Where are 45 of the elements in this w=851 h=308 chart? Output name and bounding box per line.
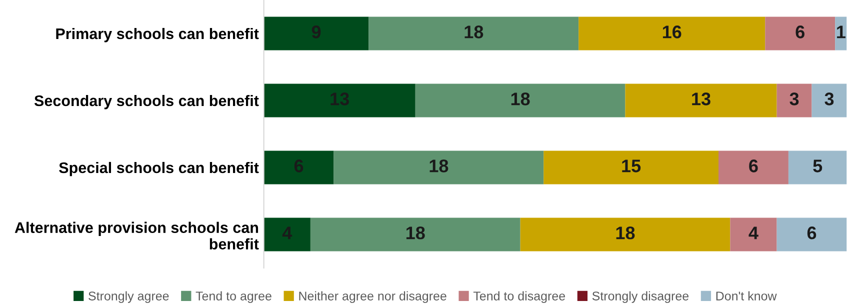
bar <box>718 150 788 184</box>
data-label: 18 <box>464 26 484 38</box>
bar <box>625 84 777 118</box>
legend-label: Strongly disagree <box>592 291 689 303</box>
data-label: 5 <box>813 160 822 172</box>
data-label: 15 <box>622 160 641 172</box>
bar <box>788 150 847 184</box>
data-label: 4 <box>748 226 758 240</box>
bar <box>812 84 847 118</box>
legend-label: Neither agree nor disagree <box>299 291 446 303</box>
bar <box>776 218 847 252</box>
bar <box>310 218 520 252</box>
y-tick-label: Primary schools can benefit <box>56 28 259 42</box>
bar <box>264 150 334 184</box>
bar <box>776 84 812 118</box>
bar <box>415 84 626 118</box>
bar <box>520 218 730 252</box>
y-tick-label: Alternative provision schools can benefit <box>14 222 259 250</box>
data-label: 18 <box>616 226 635 240</box>
data-label: 1 <box>837 26 846 38</box>
legend-label: Strongly agree <box>88 291 169 303</box>
data-label: 6 <box>749 160 758 172</box>
bar <box>765 16 836 50</box>
y-tick-label: Special schools can benefit <box>59 162 259 176</box>
legend-label: Tend to agree <box>196 291 272 303</box>
data-label: 3 <box>790 92 799 106</box>
data-label: 18 <box>511 92 530 106</box>
data-label: 6 <box>796 26 804 38</box>
bar <box>264 84 416 118</box>
bar <box>544 150 718 184</box>
legend-label: Don't know <box>716 291 777 300</box>
bar <box>334 150 544 184</box>
bar <box>578 16 766 50</box>
bar <box>368 16 579 50</box>
data-label: 18 <box>406 226 425 240</box>
bar <box>264 218 310 252</box>
legend-label: Tend to disagree <box>473 291 566 303</box>
bar <box>264 16 369 50</box>
bar <box>730 218 777 252</box>
data-label: 18 <box>430 160 448 172</box>
data-label: 16 <box>662 26 682 38</box>
data-label: 3 <box>824 92 834 106</box>
data-label: 13 <box>692 92 710 106</box>
y-tick-label: Secondary schools can benefit <box>34 94 259 110</box>
data-label: 6 <box>807 226 816 240</box>
